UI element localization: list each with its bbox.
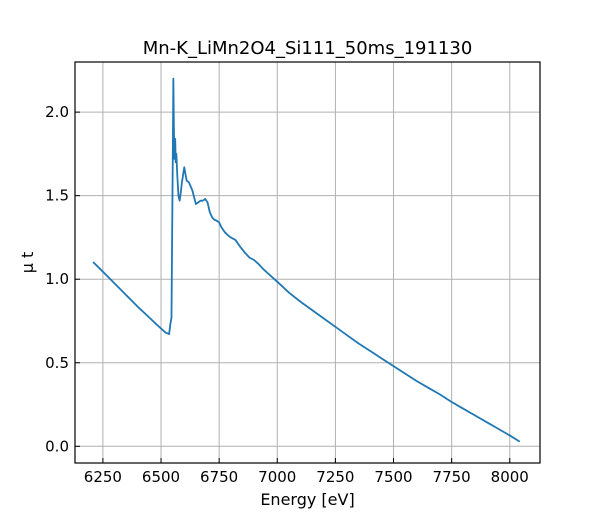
y-tick-label: 0.0 — [45, 437, 69, 455]
y-tick-label: 1.0 — [45, 270, 69, 288]
x-tick-label: 7750 — [433, 468, 471, 486]
chart-title: Mn-K_LiMn2O4_Si111_50ms_191130 — [143, 38, 473, 59]
x-axis-label: Energy [eV] — [260, 490, 354, 509]
y-tick-label: 0.5 — [45, 354, 69, 372]
y-tick-label: 2.0 — [45, 103, 69, 121]
x-tick-label: 7000 — [258, 468, 296, 486]
x-tick-label: 8000 — [491, 468, 529, 486]
y-axis-label: μ t — [18, 252, 37, 274]
ticks-layer: 6250 6500 6750 7000 7250 7500 7750 8000 0.0 0.5 1.… — [45, 103, 529, 486]
grid-layer — [75, 62, 540, 463]
y-tick-label: 1.5 — [45, 187, 69, 205]
x-tick-label: 6500 — [142, 468, 180, 486]
plot-frame — [74, 61, 541, 464]
x-tick-label: 7500 — [374, 468, 412, 486]
x-tick-label: 6750 — [200, 468, 238, 486]
x-tick-label: 7250 — [316, 468, 354, 486]
series-line — [92, 77, 520, 443]
x-tick-label: 6250 — [84, 468, 122, 486]
